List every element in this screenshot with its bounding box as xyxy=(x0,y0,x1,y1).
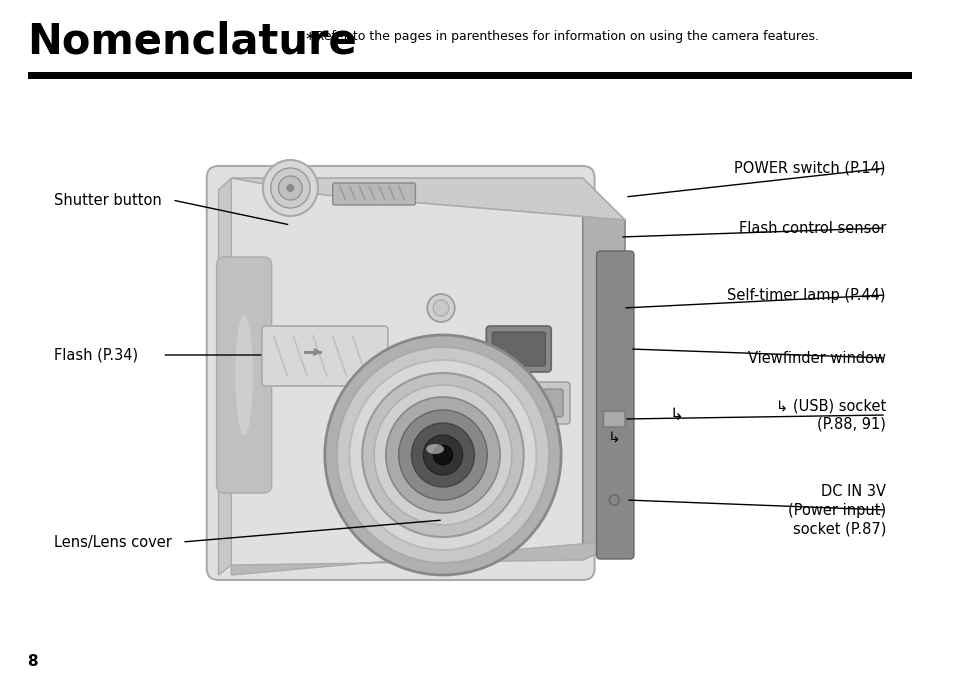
Polygon shape xyxy=(231,178,624,220)
Circle shape xyxy=(427,294,455,322)
FancyBboxPatch shape xyxy=(536,382,569,424)
Circle shape xyxy=(433,300,449,316)
Text: Flash (P.34): Flash (P.34) xyxy=(54,348,138,363)
Circle shape xyxy=(271,168,310,208)
Circle shape xyxy=(278,176,302,200)
Circle shape xyxy=(398,410,487,500)
FancyBboxPatch shape xyxy=(261,326,388,386)
Text: POWER switch (P.14): POWER switch (P.14) xyxy=(734,161,885,175)
FancyBboxPatch shape xyxy=(207,166,594,580)
Text: ↳ (USB) socket
(P.88, 91): ↳ (USB) socket (P.88, 91) xyxy=(775,398,885,432)
Text: ↳: ↳ xyxy=(607,430,620,445)
FancyBboxPatch shape xyxy=(603,411,624,427)
Circle shape xyxy=(349,360,536,550)
Circle shape xyxy=(385,397,499,513)
Ellipse shape xyxy=(235,315,253,435)
FancyBboxPatch shape xyxy=(216,257,272,493)
Circle shape xyxy=(362,373,523,537)
Text: Flash control sensor: Flash control sensor xyxy=(738,221,885,236)
Circle shape xyxy=(609,495,618,505)
Polygon shape xyxy=(582,195,624,560)
Text: Viewfinder window: Viewfinder window xyxy=(747,350,885,365)
Text: 8: 8 xyxy=(28,654,38,669)
Bar xyxy=(28,72,910,79)
Text: Shutter button: Shutter button xyxy=(54,192,162,207)
FancyBboxPatch shape xyxy=(492,332,545,366)
Circle shape xyxy=(286,184,294,192)
Circle shape xyxy=(336,347,549,563)
Circle shape xyxy=(433,347,449,363)
FancyBboxPatch shape xyxy=(596,251,634,559)
Text: ∗Refer to the pages in parentheses for information on using the camera features.: ∗Refer to the pages in parentheses for i… xyxy=(305,30,819,43)
Ellipse shape xyxy=(426,444,443,454)
FancyBboxPatch shape xyxy=(333,183,415,205)
Text: Lens/Lens cover: Lens/Lens cover xyxy=(54,534,172,550)
Text: Nomenclature: Nomenclature xyxy=(28,20,357,62)
Circle shape xyxy=(411,423,474,487)
Text: ↳: ↳ xyxy=(669,406,682,424)
Polygon shape xyxy=(231,540,624,575)
Circle shape xyxy=(325,335,560,575)
Polygon shape xyxy=(218,178,231,575)
Circle shape xyxy=(423,435,462,475)
Circle shape xyxy=(374,385,512,525)
Text: DC IN 3V
(Power input)
socket (P.87): DC IN 3V (Power input) socket (P.87) xyxy=(787,484,885,536)
Text: Self-timer lamp (P.44): Self-timer lamp (P.44) xyxy=(727,287,885,302)
Circle shape xyxy=(263,160,317,216)
FancyBboxPatch shape xyxy=(543,389,562,417)
Circle shape xyxy=(433,445,453,465)
FancyBboxPatch shape xyxy=(486,326,551,372)
